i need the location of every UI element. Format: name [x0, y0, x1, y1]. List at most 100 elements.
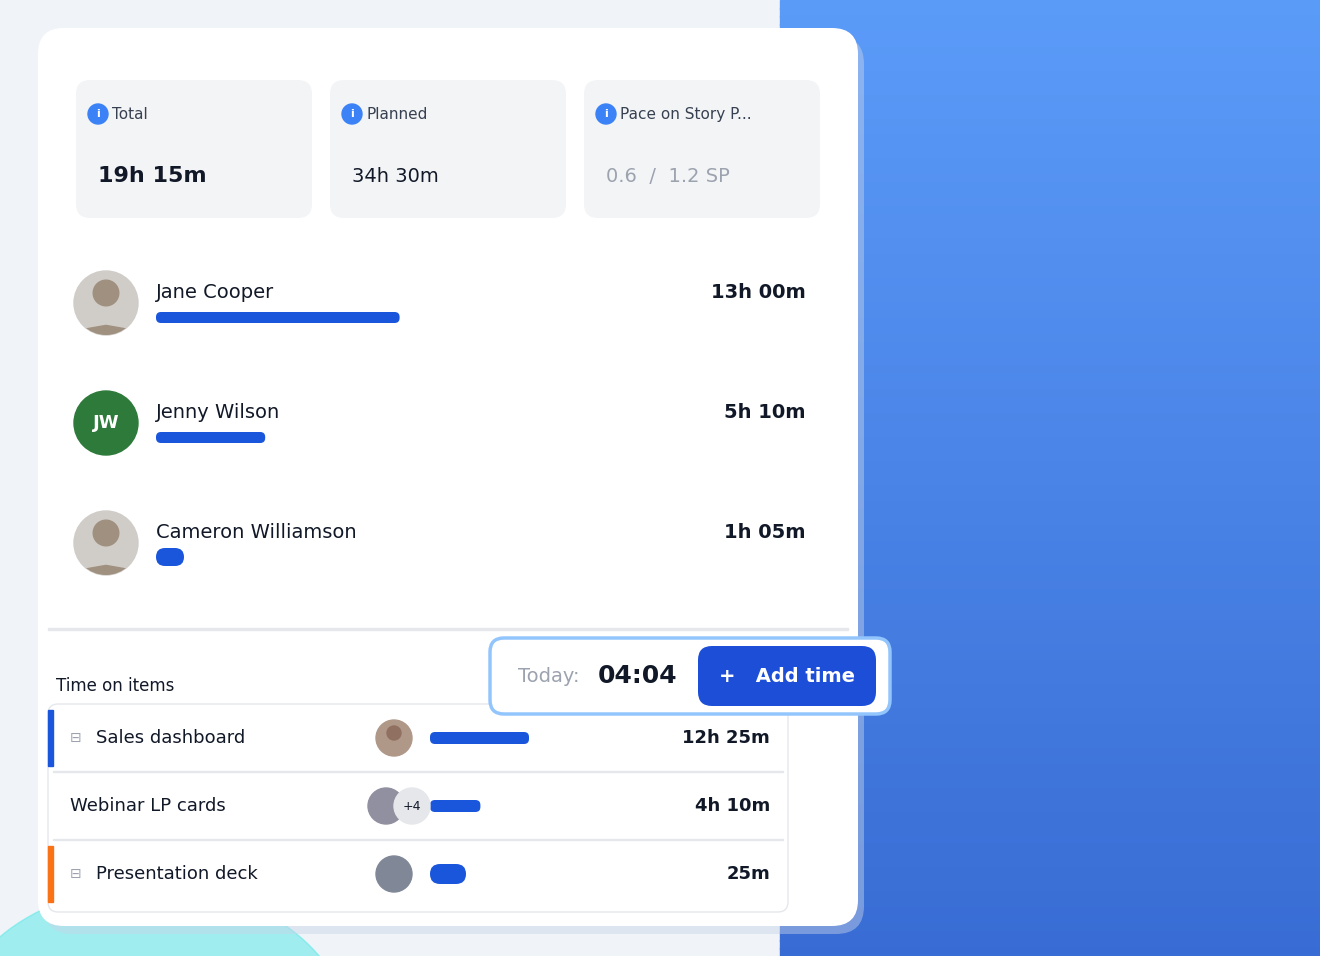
- Text: Cameron Williamson: Cameron Williamson: [156, 524, 356, 542]
- Text: ⊟: ⊟: [70, 731, 82, 745]
- Text: ⊟: ⊟: [70, 867, 82, 881]
- Bar: [780, 662, 1320, 670]
- Wedge shape: [87, 565, 125, 585]
- Bar: [780, 207, 1320, 216]
- Bar: [780, 24, 1320, 33]
- Bar: [780, 598, 1320, 606]
- Circle shape: [376, 856, 412, 892]
- Bar: [780, 533, 1320, 543]
- Bar: [780, 127, 1320, 137]
- FancyBboxPatch shape: [583, 80, 820, 218]
- Text: 19h 15m: 19h 15m: [98, 166, 207, 186]
- Text: Planned: Planned: [366, 106, 428, 121]
- FancyBboxPatch shape: [44, 36, 865, 934]
- Bar: [780, 103, 1320, 113]
- Bar: [780, 901, 1320, 909]
- Bar: [780, 120, 1320, 128]
- Bar: [780, 557, 1320, 567]
- FancyBboxPatch shape: [156, 312, 400, 323]
- Bar: [780, 677, 1320, 686]
- Circle shape: [393, 788, 430, 824]
- Text: Today:: Today:: [517, 666, 579, 685]
- Bar: [780, 868, 1320, 878]
- Bar: [780, 566, 1320, 575]
- FancyBboxPatch shape: [430, 732, 529, 744]
- Circle shape: [74, 391, 139, 455]
- Circle shape: [88, 104, 108, 124]
- Bar: [780, 518, 1320, 527]
- Bar: [780, 366, 1320, 376]
- Bar: [780, 167, 1320, 176]
- Text: 13h 00m: 13h 00m: [711, 284, 807, 302]
- Text: Time on items: Time on items: [55, 677, 174, 695]
- Bar: [780, 335, 1320, 343]
- Bar: [780, 924, 1320, 933]
- Bar: [780, 653, 1320, 663]
- Text: +   Add time: + Add time: [719, 666, 855, 685]
- Circle shape: [387, 726, 401, 740]
- Circle shape: [342, 104, 362, 124]
- Bar: [780, 749, 1320, 758]
- Bar: [780, 255, 1320, 264]
- Bar: [780, 510, 1320, 519]
- Bar: [780, 263, 1320, 272]
- Bar: [780, 303, 1320, 312]
- Text: i: i: [350, 109, 354, 119]
- Bar: [780, 223, 1320, 232]
- Bar: [780, 574, 1320, 582]
- Bar: [53, 839, 783, 840]
- Text: Sales dashboard: Sales dashboard: [96, 729, 246, 747]
- Bar: [780, 79, 1320, 89]
- Bar: [780, 860, 1320, 869]
- FancyBboxPatch shape: [430, 864, 466, 884]
- Bar: [780, 438, 1320, 447]
- Bar: [780, 709, 1320, 718]
- Text: i: i: [605, 109, 609, 119]
- Bar: [780, 638, 1320, 646]
- Text: Jenny Wilson: Jenny Wilson: [156, 403, 280, 423]
- Bar: [780, 685, 1320, 694]
- Bar: [780, 136, 1320, 144]
- Bar: [780, 279, 1320, 288]
- Bar: [780, 669, 1320, 678]
- Bar: [780, 693, 1320, 702]
- Bar: [780, 112, 1320, 120]
- FancyBboxPatch shape: [156, 548, 183, 566]
- Bar: [780, 294, 1320, 304]
- Bar: [780, 494, 1320, 503]
- Bar: [780, 327, 1320, 336]
- Bar: [780, 701, 1320, 710]
- Bar: [780, 757, 1320, 766]
- Bar: [780, 884, 1320, 893]
- Bar: [780, 462, 1320, 471]
- Bar: [780, 342, 1320, 352]
- Bar: [780, 550, 1320, 558]
- Bar: [780, 629, 1320, 639]
- Bar: [780, 932, 1320, 941]
- Bar: [780, 741, 1320, 750]
- Text: JW: JW: [92, 414, 119, 432]
- FancyBboxPatch shape: [156, 432, 265, 443]
- Bar: [780, 486, 1320, 495]
- Bar: [780, 382, 1320, 391]
- Bar: [780, 908, 1320, 917]
- Text: 04:04: 04:04: [598, 664, 677, 688]
- Bar: [780, 478, 1320, 487]
- Bar: [780, 96, 1320, 104]
- Bar: [780, 231, 1320, 240]
- FancyBboxPatch shape: [77, 80, 312, 218]
- Bar: [780, 502, 1320, 511]
- Bar: [780, 430, 1320, 439]
- Bar: [48, 628, 847, 629]
- Circle shape: [94, 280, 119, 306]
- Bar: [780, 940, 1320, 949]
- Bar: [780, 414, 1320, 424]
- Bar: [780, 247, 1320, 256]
- Bar: [53, 771, 783, 772]
- Bar: [780, 351, 1320, 359]
- Bar: [780, 406, 1320, 415]
- Bar: [780, 916, 1320, 925]
- Bar: [48, 846, 53, 902]
- Bar: [780, 526, 1320, 534]
- Bar: [780, 0, 1320, 9]
